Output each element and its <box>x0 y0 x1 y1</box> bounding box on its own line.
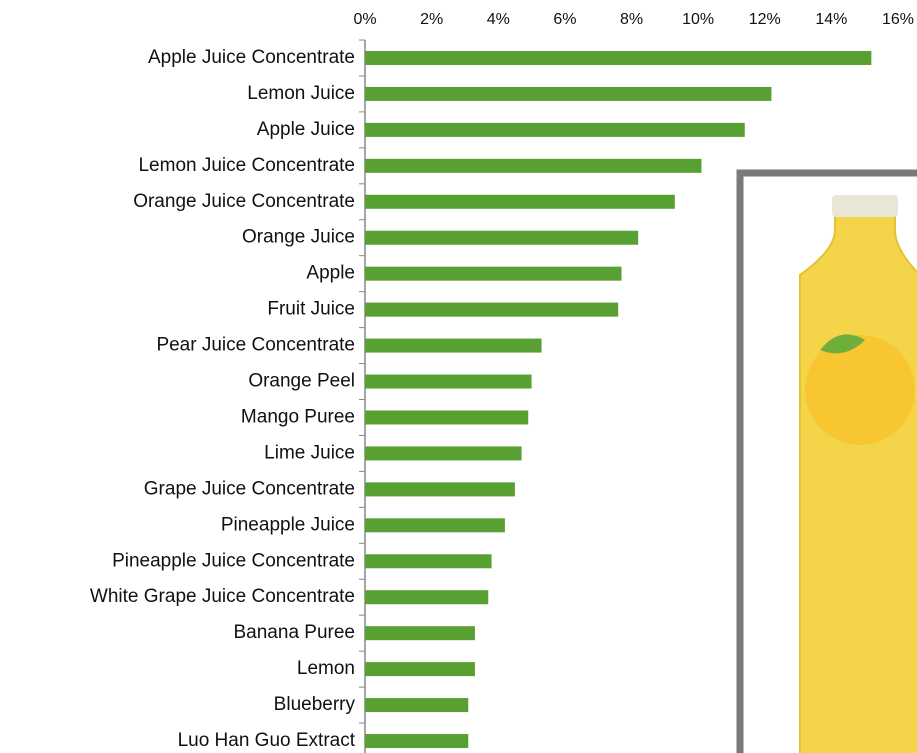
y-tick-label: Banana Puree <box>234 622 356 643</box>
x-tick-label: 4% <box>487 11 510 28</box>
y-tick-label: Luo Han Guo Extract <box>178 730 356 751</box>
y-tick-label: Orange Peel <box>248 371 355 392</box>
bar <box>365 122 745 137</box>
y-tick-label: White Grape Juice Concentrate <box>90 586 355 607</box>
y-tick-label: Apple Juice Concentrate <box>148 47 355 68</box>
y-tick-label: Mango Puree <box>241 406 355 427</box>
bar <box>365 374 532 389</box>
y-tick-label: Blueberry <box>274 694 356 715</box>
bar <box>365 482 515 497</box>
bar <box>365 446 522 461</box>
y-tick-label: Lemon <box>297 658 355 679</box>
x-tick-label: 0% <box>353 11 376 28</box>
bar <box>365 194 675 209</box>
bar <box>365 518 505 533</box>
y-tick-label: Apple Juice <box>257 119 355 140</box>
leaf <box>820 334 865 354</box>
y-tick-label: Fruit Juice <box>267 299 355 320</box>
orange-slice <box>805 335 915 445</box>
bar <box>365 410 529 425</box>
y-tick-label: Lemon Juice Concentrate <box>138 155 355 176</box>
bar <box>365 554 492 569</box>
y-tick-label: Orange Juice Concentrate <box>133 191 355 212</box>
y-tick-label: Lime Juice <box>264 442 355 463</box>
bar <box>365 86 772 101</box>
y-tick-label: Lemon Juice <box>247 83 355 104</box>
bar <box>365 662 475 677</box>
bottle <box>799 199 917 753</box>
bar <box>365 158 702 173</box>
bar <box>365 50 872 65</box>
bar <box>365 734 469 749</box>
bar <box>365 590 489 605</box>
x-tick-label: 16% <box>882 11 914 28</box>
bottle-cap <box>832 195 898 217</box>
x-tick-label: 8% <box>620 11 643 28</box>
x-tick-label: 2% <box>420 11 443 28</box>
bar <box>365 626 475 641</box>
bar <box>365 302 619 317</box>
x-tick-label: 6% <box>553 11 576 28</box>
bar <box>365 230 639 245</box>
x-tick-label: 14% <box>815 11 847 28</box>
y-tick-label: Pineapple Juice Concentrate <box>112 550 355 571</box>
x-tick-label: 12% <box>749 11 781 28</box>
product-photo <box>736 169 917 753</box>
bar <box>365 266 622 281</box>
y-tick-label: Pineapple Juice <box>221 514 355 535</box>
bar <box>365 698 469 713</box>
bar <box>365 338 542 353</box>
y-tick-label: Pear Juice Concentrate <box>156 335 355 356</box>
y-tick-label: Orange Juice <box>242 227 355 248</box>
y-tick-label: Apple <box>306 263 355 284</box>
y-tick-label: Grape Juice Concentrate <box>144 478 355 499</box>
x-tick-label: 10% <box>682 11 714 28</box>
